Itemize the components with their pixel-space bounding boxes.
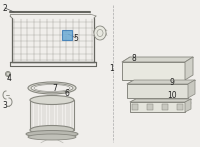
Text: 9: 9: [170, 77, 174, 86]
Ellipse shape: [26, 131, 78, 137]
Text: 8: 8: [132, 54, 136, 62]
Polygon shape: [188, 80, 195, 98]
Bar: [177, 104, 183, 110]
Bar: [122, 62, 185, 80]
Ellipse shape: [31, 83, 73, 92]
Ellipse shape: [30, 96, 74, 105]
Bar: [147, 104, 153, 110]
Text: 2: 2: [3, 4, 7, 12]
Text: 6: 6: [65, 88, 69, 97]
Bar: [162, 104, 168, 110]
Ellipse shape: [28, 82, 76, 94]
Text: 10: 10: [167, 91, 177, 101]
Text: 7: 7: [53, 83, 57, 92]
Ellipse shape: [30, 126, 74, 135]
Ellipse shape: [28, 134, 76, 140]
Polygon shape: [130, 99, 191, 102]
Text: 1: 1: [110, 64, 114, 72]
Text: 3: 3: [3, 101, 7, 111]
Bar: [130, 102, 185, 112]
Polygon shape: [185, 57, 193, 80]
Polygon shape: [122, 57, 193, 62]
Polygon shape: [185, 99, 191, 112]
Text: 4: 4: [7, 74, 11, 82]
Bar: [62, 30, 72, 40]
Ellipse shape: [6, 71, 11, 76]
Bar: [132, 104, 138, 110]
Ellipse shape: [94, 26, 106, 40]
Text: 5: 5: [74, 34, 78, 42]
Polygon shape: [127, 80, 195, 84]
Bar: [127, 84, 188, 98]
